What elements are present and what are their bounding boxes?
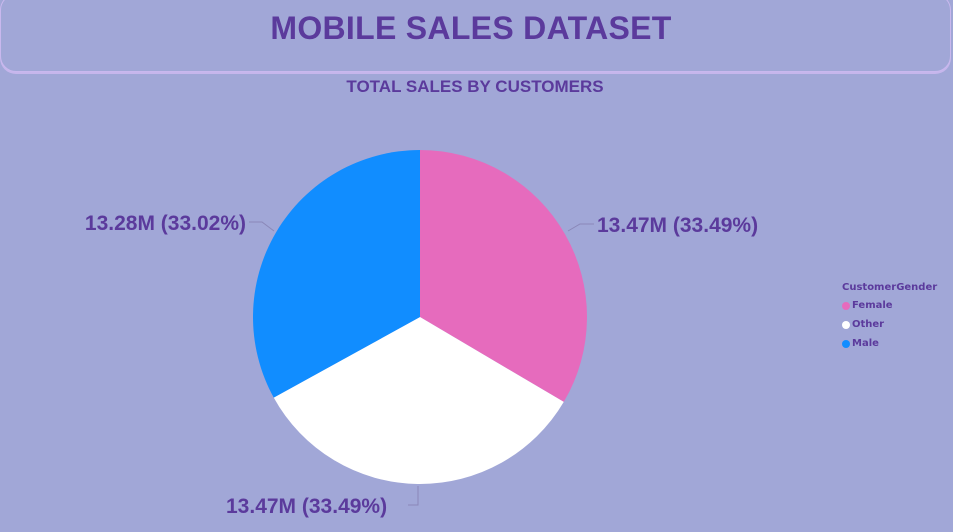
legend-item-female[interactable]: Female [842, 296, 937, 315]
pie-slice-female[interactable] [420, 150, 587, 402]
legend-label: Other [852, 319, 885, 330]
header-banner: MOBILE SALES DATASET [0, 0, 951, 72]
data-label-male: 13.28M (33.02%) [85, 212, 246, 235]
legend-swatch-icon [842, 339, 850, 348]
legend-items: Female Other Male [842, 296, 937, 353]
legend-title: CustomerGender [842, 282, 938, 293]
legend-label: Female [852, 300, 893, 311]
legend-swatch-icon [842, 301, 850, 310]
data-label-female: 13.47M (33.49%) [597, 214, 758, 237]
leader-line-other [408, 486, 419, 506]
legend-label: Male [852, 338, 879, 349]
leader-line-female [567, 223, 594, 232]
page-title: MOBILE SALES DATASET [270, 10, 672, 46]
chart-legend: CustomerGender Female Other Male [842, 282, 937, 353]
data-label-other: 13.47M (33.49%) [226, 495, 387, 518]
legend-swatch-icon [842, 320, 850, 329]
legend-item-other[interactable]: Other [842, 315, 937, 334]
legend-item-male[interactable]: Male [842, 334, 937, 353]
pie-slice-male[interactable] [252, 150, 420, 398]
chart-title: TOTAL SALES BY CUSTOMERS [346, 77, 604, 96]
leader-line-male [249, 221, 275, 232]
pie-slice-other[interactable] [273, 317, 564, 485]
